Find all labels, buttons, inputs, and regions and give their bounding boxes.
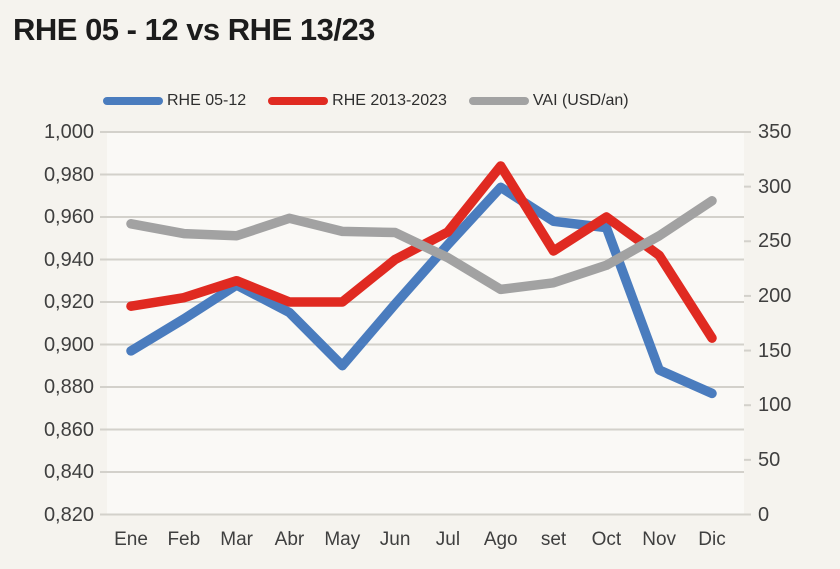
- right-axis-tick-label: 0: [758, 503, 770, 526]
- x-axis-tick-label: Abr: [274, 529, 305, 550]
- legend-item: RHE 2013-2023: [268, 92, 447, 110]
- legend-swatch: [103, 97, 163, 105]
- x-axis-tick-label: Nov: [642, 529, 677, 550]
- chart-title: RHE 05 - 12 vs RHE 13/23: [13, 12, 375, 47]
- series-line-vai-usd-an-: [126, 196, 717, 295]
- legend-item: RHE 05-12: [103, 92, 246, 110]
- left-axis-tick-label: 0,940: [43, 248, 94, 271]
- x-axis-tick-label: Jul: [435, 529, 461, 550]
- right-axis-tick-label: 350: [758, 121, 792, 143]
- legend-label: RHE 05-12: [167, 92, 247, 109]
- x-axis-tick-label: Mar: [220, 529, 253, 550]
- legend-item: VAI (USD/an): [468, 92, 629, 110]
- legend-swatch: [268, 97, 329, 105]
- right-axis-tick-label: 200: [758, 284, 792, 307]
- x-axis-tick-label: set: [540, 529, 567, 550]
- left-axis-tick-label: 0,900: [43, 333, 94, 356]
- legend-label: RHE 2013-2023: [332, 92, 447, 109]
- left-axis-tick-label: 0,840: [43, 461, 94, 483]
- right-axis-tick-label: 250: [758, 230, 792, 253]
- x-axis-tick-label: Ago: [483, 529, 518, 550]
- x-axis-tick-label: Dic: [698, 529, 726, 550]
- left-axis-tick-label: 0,820: [43, 503, 94, 526]
- legend-label: VAI (USD/an): [532, 92, 629, 109]
- right-axis-tick-label: 50: [758, 448, 781, 471]
- chart-legend: RHE 05-12 RHE 2013-2023 VAI (USD/an): [103, 92, 629, 110]
- x-axis-tick-label: Ene: [114, 529, 148, 550]
- x-axis-tick-label: Oct: [591, 529, 622, 550]
- left-axis-tick-label: 0,880: [43, 376, 94, 398]
- left-axis-tick-label: 0,860: [43, 418, 94, 441]
- legend-swatch: [468, 97, 529, 105]
- right-axis-tick-label: 100: [758, 394, 792, 417]
- left-axis-tick-label: 0,980: [43, 163, 94, 186]
- series-line-rhe-05-12: [126, 182, 717, 399]
- left-axis-tick-label: 1,000: [43, 121, 94, 143]
- x-axis-tick-label: May: [324, 529, 361, 550]
- right-axis-tick-label: 300: [758, 175, 792, 198]
- left-axis-tick-label: 0,920: [43, 291, 94, 313]
- left-axis-tick-label: 0,960: [43, 206, 94, 228]
- right-axis-tick-label: 150: [758, 339, 792, 362]
- x-axis-tick-label: Jun: [379, 529, 411, 550]
- x-axis-tick-label: Feb: [167, 529, 201, 550]
